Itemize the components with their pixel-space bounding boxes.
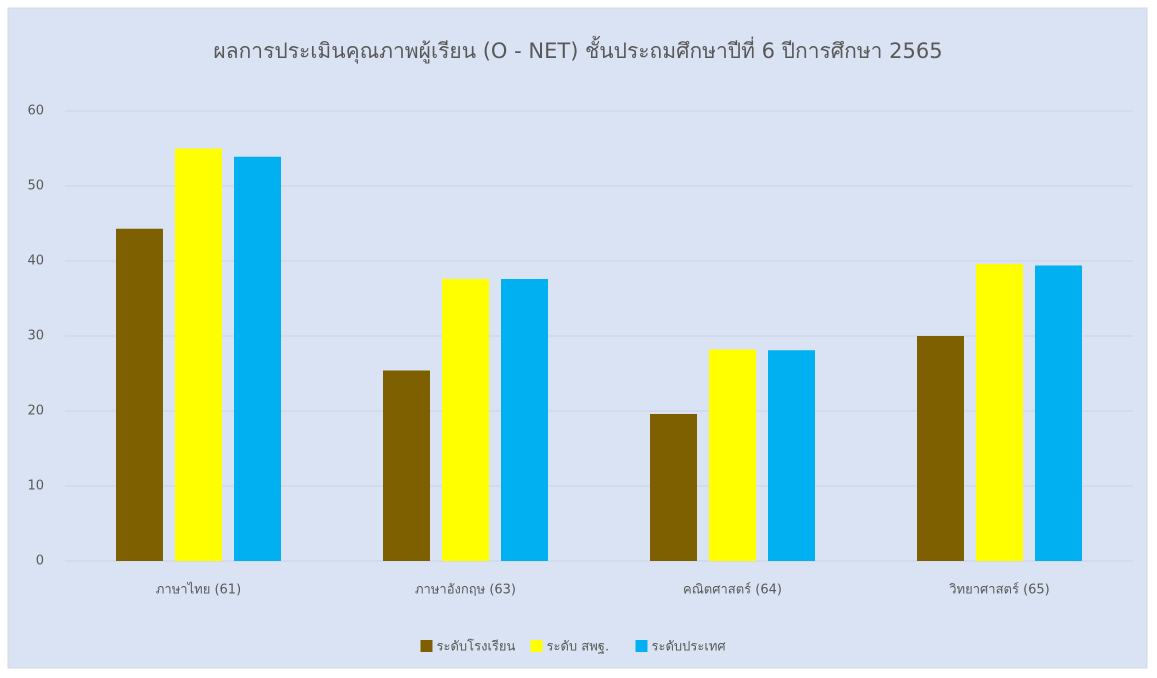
bar <box>709 349 756 561</box>
bar <box>650 414 697 561</box>
chart-title: ผลการประเมินคุณภาพผู้เรียน (O - NET) ชั้… <box>213 36 942 64</box>
legend-swatch <box>530 640 543 652</box>
x-tick-label: วิทยาศาสตร์ (65) <box>949 582 1050 598</box>
bar <box>501 279 548 561</box>
bar <box>442 279 489 561</box>
legend-swatch <box>420 640 433 652</box>
bar <box>917 336 964 561</box>
bar <box>768 350 815 561</box>
bar <box>175 148 222 561</box>
x-tick-label: ภาษาอังกฤษ (63) <box>415 583 516 598</box>
y-tick-label: 40 <box>27 254 44 269</box>
legend-label: ระดับ สพฐ. <box>547 640 610 655</box>
x-tick-label: ภาษาไทย (61) <box>156 582 241 598</box>
legend-label: ระดับโรงเรียน <box>437 639 516 655</box>
y-tick-label: 10 <box>27 479 44 494</box>
y-tick-label: 30 <box>27 329 44 344</box>
bar <box>1035 265 1082 561</box>
bar <box>976 264 1023 561</box>
legend-label: ระดับประเทศ <box>652 640 727 655</box>
x-tick-label: คณิตศาสตร์ (64) <box>683 582 782 598</box>
y-tick-label: 0 <box>36 554 44 569</box>
bar <box>234 156 281 561</box>
bar <box>116 228 163 561</box>
y-tick-label: 50 <box>27 179 44 194</box>
bar <box>383 370 430 561</box>
y-tick-label: 60 <box>27 104 44 119</box>
y-tick-label: 20 <box>27 404 44 419</box>
legend-swatch <box>635 640 648 652</box>
